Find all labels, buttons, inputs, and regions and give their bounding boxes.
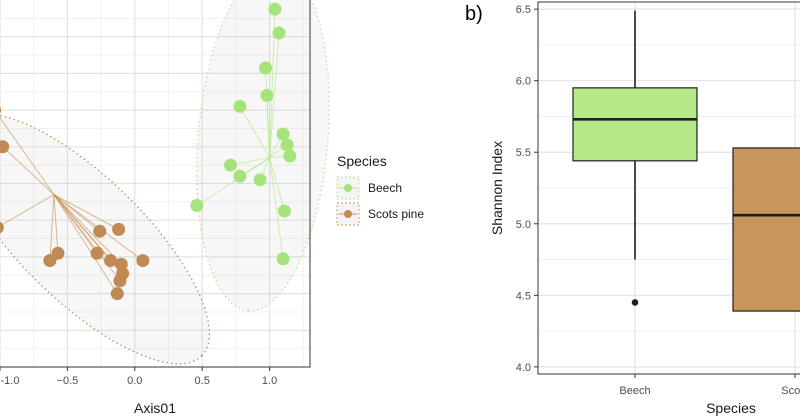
pine-spoke: [53, 194, 118, 294]
beech-point: [280, 138, 294, 152]
pine-point: [93, 224, 107, 238]
pine-spoke: [0, 116, 55, 195]
beech-spoke: [269, 32, 280, 158]
boxplot-panel-border: [537, 1, 800, 375]
beech-point: [233, 99, 247, 113]
boxplot-x-tick-label: Beech: [619, 385, 650, 397]
ordination-x-tick-label: 0.0: [127, 375, 142, 387]
beech-spoke: [196, 157, 270, 206]
boxplot-boxes: [572, 10, 800, 312]
legend-label: Beech: [368, 181, 402, 195]
ordination-x-tick-label: 0.5: [195, 375, 210, 387]
box-beech: [572, 10, 698, 306]
box-outlier: [631, 299, 639, 306]
box-iqr: [732, 147, 800, 312]
pine-point: [113, 274, 127, 288]
pine-spoke: [2, 146, 55, 195]
boxplot-x-axis-title: Species: [706, 400, 756, 416]
beech-spoke: [266, 95, 271, 158]
boxplot-y-axis-title: Shannon Index: [489, 141, 505, 235]
pine-spoke: [0, 194, 55, 227]
beech-point: [272, 26, 286, 40]
pine-point: [110, 287, 124, 301]
boxplot-y-tick-label: 6.0: [516, 76, 531, 88]
legend-label: Scots pine: [368, 207, 424, 221]
beech-point: [260, 88, 274, 102]
legend: Species Beech Scots pine: [336, 153, 424, 226]
beech-point: [259, 61, 273, 75]
pine-spoke: [53, 194, 122, 265]
boxplot-x-ticks: Beech Scots: [619, 374, 800, 397]
pine-point: [0, 106, 2, 114]
beech-point: [268, 2, 282, 16]
beech-point: [277, 204, 291, 218]
beech-spoke: [230, 157, 270, 166]
boxplot-y-tick-label: 5.5: [516, 147, 531, 159]
pine-point: [112, 222, 126, 236]
legend-key-point: [344, 184, 352, 192]
pine-spoke: [53, 194, 59, 254]
ordination-grid: [0, 0, 310, 367]
beech-ellipse: [196, 0, 330, 312]
pine-spoke: [53, 194, 119, 230]
ordination-x-ticks: -1.0 −0.5 0.0 0.5 1.0: [0, 367, 277, 387]
boxplot-panel: b) 4.0 4.5 5.0 5.5 6.0 6.5 Beech Scots Shannon…: [465, 1, 800, 416]
boxplot-x-tick-label: Scots: [781, 385, 800, 397]
boxplot-y-tick-label: 4.5: [516, 290, 531, 302]
boxplot-y-tick-label: 6.5: [516, 4, 531, 16]
ordination-points: [0, 2, 297, 301]
beech-point: [276, 252, 290, 266]
ordination-x-tick-label: −0.5: [57, 375, 79, 387]
beech-spoke: [239, 106, 270, 159]
beech-point: [253, 173, 267, 187]
pine-point: [90, 246, 104, 260]
beech-point: [233, 169, 247, 183]
legend-key-point: [344, 210, 352, 218]
pine-point: [43, 254, 57, 268]
beech-spoke: [269, 157, 284, 259]
box-iqr: [572, 87, 698, 162]
pine-point: [104, 254, 118, 268]
legend-item-beech: Beech: [336, 176, 402, 200]
panel-label-b: b): [465, 3, 483, 25]
boxplot-y-tick-label: 5.0: [516, 219, 531, 231]
boxplot-y-tick-label: 4.0: [516, 362, 531, 374]
boxplot-y-ticks: 4.0 4.5 5.0 5.5 6.0 6.5: [516, 4, 538, 374]
pine-point: [0, 140, 10, 154]
ordination-x-axis-title: Axis01: [134, 400, 176, 416]
ordination-panel: -1.0 −0.5 0.0 0.5 1.0 Axis01: [0, 0, 330, 416]
ordination-x-tick-label: 1.0: [262, 375, 277, 387]
ordination-x-tick-label: -1.0: [1, 375, 20, 387]
legend-item-pine: Scots pine: [336, 202, 424, 226]
legend-title: Species: [337, 153, 387, 169]
beech-point: [190, 199, 204, 213]
beech-point: [283, 149, 297, 163]
beech-point: [223, 158, 237, 172]
pine-point: [0, 221, 4, 234]
beech-spoke: [269, 157, 285, 212]
pine-spoke: [49, 194, 55, 261]
box-pine: [732, 147, 800, 312]
beech-point: [276, 127, 290, 141]
pine-point: [136, 254, 150, 268]
ordination-panel-border: [0, 0, 311, 368]
